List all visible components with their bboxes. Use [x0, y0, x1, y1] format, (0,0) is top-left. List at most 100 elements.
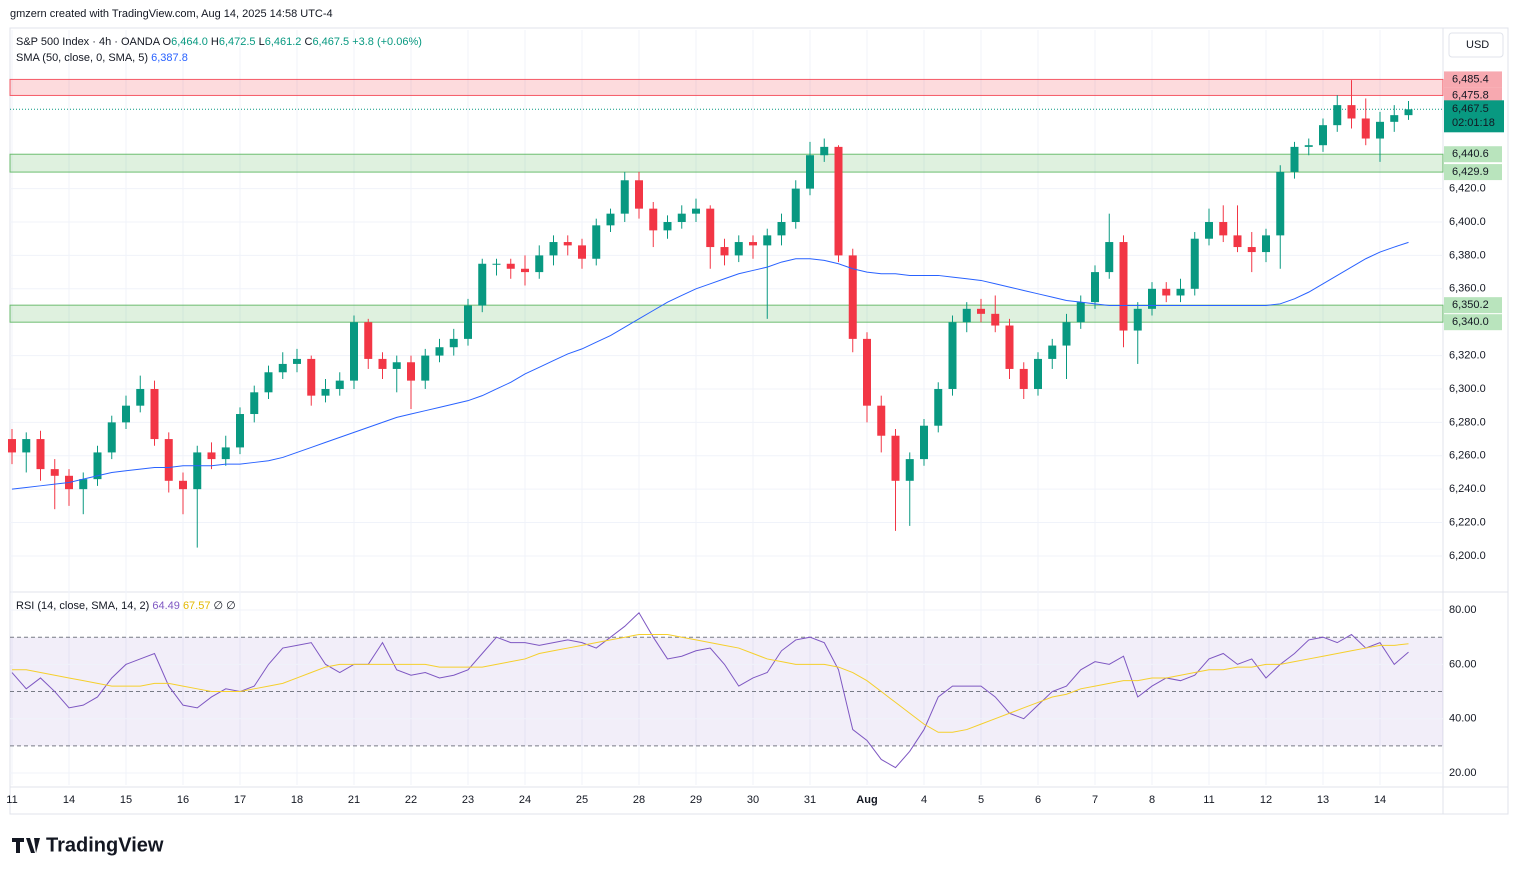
candle-body: [1190, 238, 1199, 289]
o-key: O: [163, 36, 172, 48]
candle-body: [1005, 325, 1014, 369]
candle-body: [264, 372, 273, 393]
x-tick-label: 6: [1035, 794, 1041, 806]
y-tick-label: 6,200.0: [1449, 550, 1486, 562]
x-tick-label: 25: [576, 794, 588, 806]
candle-body: [749, 242, 757, 246]
frame: [9, 27, 1509, 815]
candle-body: [407, 362, 415, 381]
currency-button[interactable]: [1448, 32, 1504, 58]
candle-body: [50, 469, 59, 476]
candle-body: [635, 180, 643, 209]
candle-body: [977, 308, 985, 314]
candle-body: [321, 388, 330, 396]
candle-body: [720, 247, 729, 256]
candle-body: [891, 435, 900, 481]
candle-body: [506, 263, 515, 269]
candle-body: [1247, 247, 1256, 253]
candle-body: [1233, 235, 1242, 248]
candle-body: [107, 422, 116, 453]
candle-body: [663, 222, 672, 231]
candle-body: [236, 414, 244, 448]
candle-body: [307, 358, 316, 396]
zone-price-tag: [1444, 164, 1502, 181]
y-tick-label: 60.00: [1449, 658, 1477, 670]
x-tick-label: 11: [1203, 794, 1214, 806]
o: 6,464.0: [171, 36, 208, 48]
candle-body: [250, 392, 259, 415]
zone-price-tag: [1444, 87, 1502, 104]
zone: [9, 78, 1444, 96]
candle-body: [1361, 118, 1370, 139]
candle-body: [592, 225, 601, 259]
candle-body: [179, 480, 187, 490]
zone-price-tag: [1444, 314, 1502, 331]
x-tick-label: 24: [519, 794, 531, 806]
x-tick-label: 7: [1092, 794, 1098, 806]
candle-body: [1076, 302, 1085, 323]
candle-body: [1062, 322, 1071, 346]
candle-body: [1019, 368, 1028, 389]
candle-body: [834, 146, 843, 256]
zone-price-label: 6,340.0: [1452, 316, 1489, 328]
candle-body: [820, 146, 829, 156]
candle-body: [1376, 121, 1384, 139]
y-tick-label: 6,260.0: [1449, 450, 1486, 462]
candle-body: [478, 263, 487, 306]
zone-price-tag: [1444, 297, 1502, 314]
candle-body: [706, 208, 715, 248]
zone: [9, 153, 1444, 173]
y-tick-label: 6,320.0: [1449, 349, 1486, 361]
y-tick-label: 6,420.0: [1449, 183, 1486, 195]
candle-body: [734, 242, 743, 256]
candle-body: [449, 338, 458, 348]
x-tick-label: 14: [1374, 794, 1386, 806]
candle-body: [1319, 125, 1327, 146]
candle-body: [1404, 109, 1413, 116]
candle-body: [22, 439, 31, 453]
legend-sma: SMA (50, close, 0, SMA, 5) 6,387.8: [16, 52, 188, 64]
candle-body: [1276, 171, 1285, 236]
x-tick-label: 18: [291, 794, 303, 806]
candle-body: [1262, 235, 1270, 253]
x-tick-label: 30: [747, 794, 759, 806]
h-key: H: [211, 36, 219, 48]
candle-body: [1219, 222, 1228, 236]
zone-price-tag: [1444, 71, 1502, 88]
candle-body: [164, 439, 173, 481]
credit: gmzern created with TradingView.com, Aug…: [10, 8, 333, 20]
l: 6,461.2: [265, 36, 302, 48]
candle-body: [905, 459, 914, 481]
x-tick-label: 4: [921, 794, 927, 806]
candle-body: [207, 452, 216, 460]
candle-body: [8, 439, 16, 453]
zone-price-label: 6,440.6: [1452, 148, 1489, 160]
candle-body: [1119, 242, 1128, 331]
candle-body: [578, 245, 586, 259]
candle-body: [991, 313, 1000, 326]
zone-price-tag: [1444, 146, 1502, 163]
candle-body: [1205, 222, 1213, 239]
rsi-sma-value: 67.57: [183, 600, 211, 612]
x-tick-label: 15: [120, 794, 132, 806]
currency: USD: [1466, 39, 1489, 51]
y-tick-label: 6,380.0: [1449, 249, 1486, 261]
candle-body: [806, 155, 814, 189]
x-tick-label: 29: [690, 794, 702, 806]
l-key: L: [259, 36, 265, 48]
sma-line: [11, 241, 1409, 490]
candle-body: [1091, 272, 1099, 303]
x-tick-label: 14: [63, 794, 75, 806]
x-tick-label: 16: [177, 794, 189, 806]
candle-body: [1162, 288, 1171, 296]
candle-body: [1333, 105, 1342, 126]
rsi-line: [11, 611, 1409, 769]
candle-body: [136, 388, 145, 406]
symbol: S&P 500 Index · 4h · OANDA: [16, 36, 161, 48]
candle-body: [934, 388, 943, 426]
zone-price-label: 6,429.9: [1452, 166, 1489, 178]
rsi-value: 64.49: [152, 600, 180, 612]
candle-body: [848, 255, 857, 339]
y-tick-label: 6,300.0: [1449, 383, 1486, 395]
